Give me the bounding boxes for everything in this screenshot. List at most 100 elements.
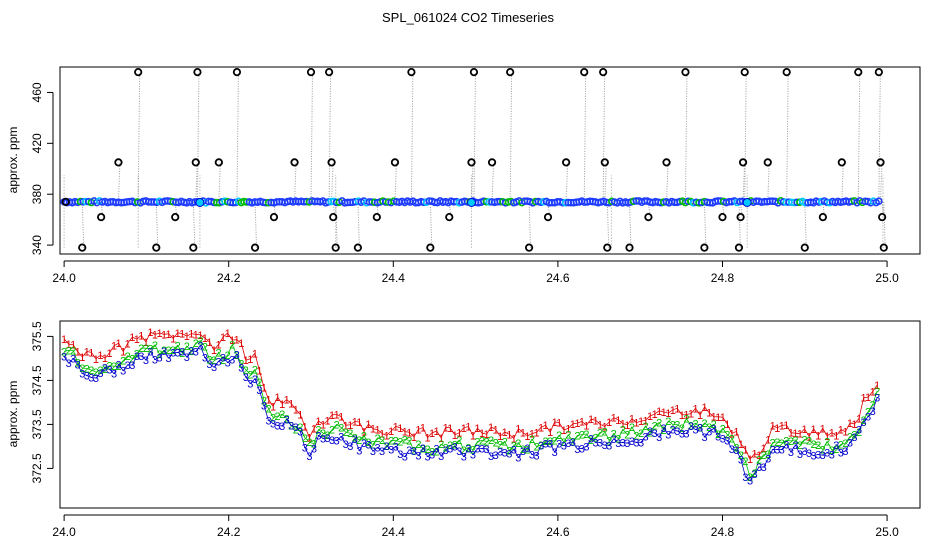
series-1-point: 1 (783, 420, 789, 432)
series-2-point: 2 (406, 435, 412, 447)
series-2-point: 2 (397, 437, 403, 449)
series-1-point: 1 (261, 382, 267, 394)
series-3-point: 3 (365, 439, 371, 451)
series-1-point: 1 (320, 419, 326, 431)
series-1-point: 1 (147, 327, 153, 339)
series-3-point: 3 (856, 424, 862, 436)
series-1-point: 1 (456, 428, 462, 440)
series-2-point: 2 (597, 427, 603, 439)
series-2-point: 2 (556, 430, 562, 442)
series-3-point: 3 (493, 450, 499, 462)
series-2-point: 2 (624, 429, 630, 441)
series-2-point: 2 (111, 361, 117, 373)
series-3-point: 3 (156, 352, 162, 364)
series-3-point: 3 (293, 422, 299, 434)
series-1-point: 1 (720, 412, 726, 424)
top-y-tick-label: 460 (30, 82, 44, 102)
series-1-point: 1 (856, 413, 862, 425)
series-3-point: 3 (352, 434, 358, 446)
series-3-point: 3 (483, 444, 489, 456)
series-2-point: 2 (842, 438, 848, 450)
series-3-point: 3 (338, 432, 344, 444)
series-3-point: 3 (102, 363, 108, 375)
baseline-point (875, 197, 883, 206)
series-3-point: 3 (602, 440, 608, 452)
series-3-point: 3 (93, 373, 99, 385)
outlier-spike (310, 72, 314, 202)
series-3-point: 3 (579, 443, 585, 455)
series-3-point: 3 (511, 444, 517, 456)
series-2-point: 2 (683, 414, 689, 426)
outlier-point (800, 243, 809, 252)
series-1-point: 1 (574, 418, 580, 430)
outlier-point (97, 213, 106, 222)
outlier-spike (294, 162, 297, 202)
bottom-plot-box (59, 320, 921, 509)
bottom-y-axis: 372.5 373.5 374.5 375.5 (30, 321, 54, 483)
series-3-line (63, 344, 878, 482)
series-3-point: 3 (175, 347, 181, 359)
series-2-point: 2 (520, 444, 526, 456)
series-1-point: 1 (847, 418, 853, 430)
outlier-spike (604, 162, 607, 202)
outlier-point (543, 213, 553, 222)
series-3-point: 3 (424, 451, 430, 463)
series-2-point: 2 (116, 361, 122, 373)
series-2-line (64, 340, 878, 478)
series-1-point: 1 (620, 419, 626, 431)
series-2-point: 2 (252, 365, 258, 377)
series-3-point: 3 (75, 360, 81, 372)
series-1-point: 1 (729, 429, 735, 441)
series-1-point: 1 (543, 420, 549, 432)
series-1-point: 1 (211, 345, 217, 357)
series-2-point: 2 (774, 437, 780, 449)
series-3-point: 3 (234, 349, 240, 361)
series-2-point: 2 (70, 345, 76, 357)
outlier-spike (470, 162, 474, 202)
bottom-x-tick-label: 24.4 (382, 525, 406, 539)
series-2-point: 2 (334, 419, 340, 431)
series-1-point: 1 (434, 426, 440, 438)
series-3-point: 3 (79, 368, 85, 380)
series-1-point: 1 (556, 418, 562, 430)
series-3-point: 3 (66, 358, 72, 370)
series-1-point: 1 (438, 433, 444, 445)
series-2-point: 2 (338, 423, 344, 435)
outlier-point (152, 243, 161, 252)
outlier-spike (473, 72, 476, 202)
series-1-point: 1 (429, 428, 435, 440)
series-3-point: 3 (801, 446, 807, 458)
series-2-point: 2 (61, 346, 67, 358)
series-2-point: 2 (497, 440, 503, 452)
series-1-point: 1 (702, 402, 708, 414)
series-2-point: 2 (697, 423, 703, 435)
outlier-spike (606, 201, 610, 248)
series-1-point: 1 (606, 417, 612, 429)
outlier-point (250, 243, 260, 252)
series-1-point: 1 (520, 428, 526, 440)
series-2-point: 2 (88, 365, 94, 377)
series-1-point: 1 (415, 424, 421, 436)
series-1-point: 1 (842, 427, 848, 439)
series-2-point: 2 (352, 432, 358, 444)
series-2-point: 2 (388, 435, 394, 447)
series-1-point: 1 (851, 419, 857, 431)
series-1-point: 1 (683, 409, 689, 421)
series-2-point: 2 (147, 344, 153, 356)
series-1-point: 1 (143, 337, 149, 349)
series-1-point: 1 (565, 423, 571, 435)
series-2-point: 2 (642, 421, 648, 433)
series-2-point: 2 (552, 436, 558, 448)
series-3-point: 3 (488, 451, 494, 463)
series-2-point: 2 (588, 435, 594, 447)
series-2-point: 2 (347, 428, 353, 440)
series-2-point: 2 (93, 367, 99, 379)
series-2-point: 2 (234, 350, 240, 362)
series-3-point: 3 (747, 476, 753, 488)
outlier-point (600, 158, 609, 167)
series-1-point: 1 (79, 352, 85, 364)
outlier-spike (137, 72, 141, 202)
top-x-tick-label: 25.0 (875, 271, 899, 285)
series-1-point: 1 (801, 424, 807, 436)
series-3-point: 3 (61, 351, 67, 363)
